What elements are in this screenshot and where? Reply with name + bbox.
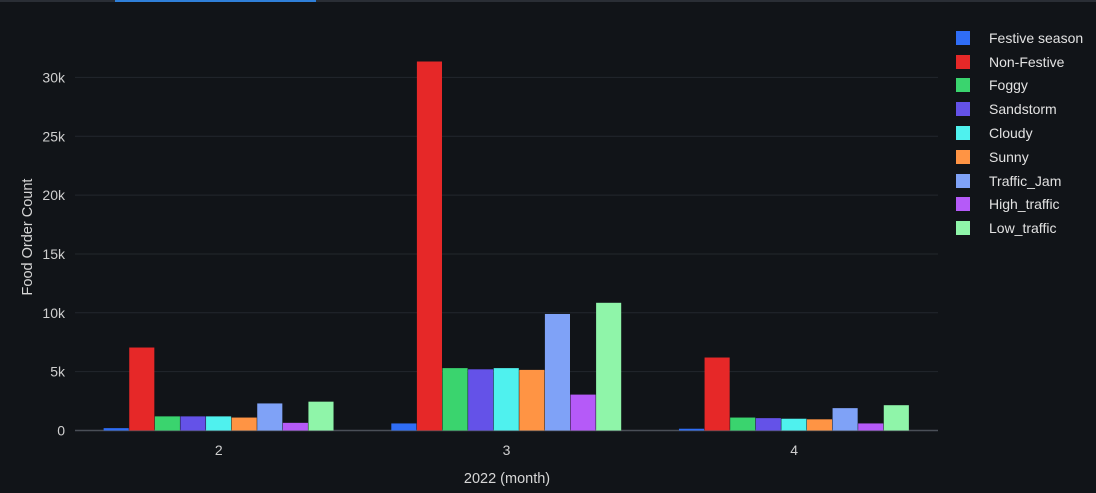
bar-traffic-jam-month-3[interactable] xyxy=(544,313,570,431)
bar-cloudy-month-4[interactable] xyxy=(781,418,807,431)
y-tick-label: 10k xyxy=(42,305,66,321)
legend-swatch xyxy=(956,30,970,45)
legend-swatch xyxy=(956,173,970,188)
legend-item-sunny[interactable]: Sunny xyxy=(956,145,1083,169)
x-tick-label: 4 xyxy=(790,442,798,458)
bar-sandstorm-month-2[interactable] xyxy=(180,416,206,431)
y-axis-title: Food Order Count xyxy=(20,179,36,296)
y-tick-label: 20k xyxy=(42,187,66,203)
legend-label: Sunny xyxy=(989,148,1029,165)
legend-swatch xyxy=(956,149,970,164)
legend-label: High_traffic xyxy=(989,196,1060,213)
legend-item-low-traffic[interactable]: Low_traffic xyxy=(956,216,1083,240)
bar-festive-season-month-2[interactable] xyxy=(103,428,129,431)
bar-traffic-jam-month-2[interactable] xyxy=(257,403,283,431)
y-tick-label: 30k xyxy=(42,69,66,85)
legend-label: Low_traffic xyxy=(989,220,1057,237)
bar-low-traffic-month-4[interactable] xyxy=(883,405,909,431)
bar-high-traffic-month-3[interactable] xyxy=(570,394,596,431)
legend-label: Cloudy xyxy=(989,125,1033,142)
legend-swatch xyxy=(956,197,970,212)
y-tick-label: 5k xyxy=(50,364,66,380)
legend-item-festive-season[interactable]: Festive season xyxy=(956,26,1083,50)
bar-sandstorm-month-3[interactable] xyxy=(468,369,494,431)
legend-item-high-traffic[interactable]: High_traffic xyxy=(956,193,1083,217)
bar-sunny-month-4[interactable] xyxy=(806,419,833,431)
top-divider xyxy=(0,0,1096,2)
legend-label: Foggy xyxy=(989,77,1028,94)
active-tab-indicator xyxy=(115,0,316,2)
legend: Festive season Non-Festive Foggy Sandstorm C… xyxy=(956,26,1083,240)
y-tick-label: 25k xyxy=(42,128,66,144)
legend-item-non-festive[interactable]: Non-Festive xyxy=(956,50,1083,74)
bar-sunny-month-3[interactable] xyxy=(519,369,545,431)
legend-label: Festive season xyxy=(989,29,1084,46)
bar-foggy-month-4[interactable] xyxy=(730,417,756,431)
x-axis-ticks: 2 3 4 xyxy=(215,442,798,458)
x-axis-title: 2022 (month) xyxy=(464,471,550,487)
bar-high-traffic-month-4[interactable] xyxy=(858,423,884,431)
bar-sandstorm-month-4[interactable] xyxy=(755,418,781,431)
bar-low-traffic-month-2[interactable] xyxy=(308,401,334,431)
bars xyxy=(103,61,909,431)
bar-sunny-month-2[interactable] xyxy=(231,417,257,431)
x-tick-label: 2 xyxy=(215,442,223,458)
y-axis-ticks: 0 5k 10k 15k 20k 25k 30k xyxy=(42,69,66,438)
legend-item-foggy[interactable]: Foggy xyxy=(956,74,1083,98)
bar-non-festive-month-2[interactable] xyxy=(129,347,155,431)
bar-festive-season-month-3[interactable] xyxy=(391,423,417,431)
bar-non-festive-month-3[interactable] xyxy=(416,61,442,431)
legend-swatch xyxy=(956,102,970,117)
bar-foggy-month-2[interactable] xyxy=(154,416,180,431)
legend-swatch xyxy=(956,78,970,93)
y-tick-label: 15k xyxy=(42,246,66,262)
legend-swatch xyxy=(956,126,970,141)
legend-swatch xyxy=(956,54,970,69)
bar-festive-season-month-4[interactable] xyxy=(678,428,705,431)
bar-low-traffic-month-3[interactable] xyxy=(596,302,622,431)
legend-label: Traffic_Jam xyxy=(989,172,1062,189)
bar-cloudy-month-3[interactable] xyxy=(493,368,519,431)
bar-non-festive-month-4[interactable] xyxy=(704,357,730,431)
legend-item-sandstorm[interactable]: Sandstorm xyxy=(956,97,1083,121)
bar-high-traffic-month-2[interactable] xyxy=(282,422,308,431)
legend-item-traffic-jam[interactable]: Traffic_Jam xyxy=(956,169,1083,193)
legend-label: Sandstorm xyxy=(989,101,1057,118)
legend-item-cloudy[interactable]: Cloudy xyxy=(956,121,1083,145)
bar-foggy-month-3[interactable] xyxy=(442,368,468,431)
legend-swatch xyxy=(956,221,970,236)
legend-label: Non-Festive xyxy=(989,53,1065,70)
bar-cloudy-month-2[interactable] xyxy=(206,416,232,431)
x-tick-label: 3 xyxy=(503,442,511,458)
bar-traffic-jam-month-4[interactable] xyxy=(832,408,858,431)
y-tick-label: 0 xyxy=(57,423,65,439)
